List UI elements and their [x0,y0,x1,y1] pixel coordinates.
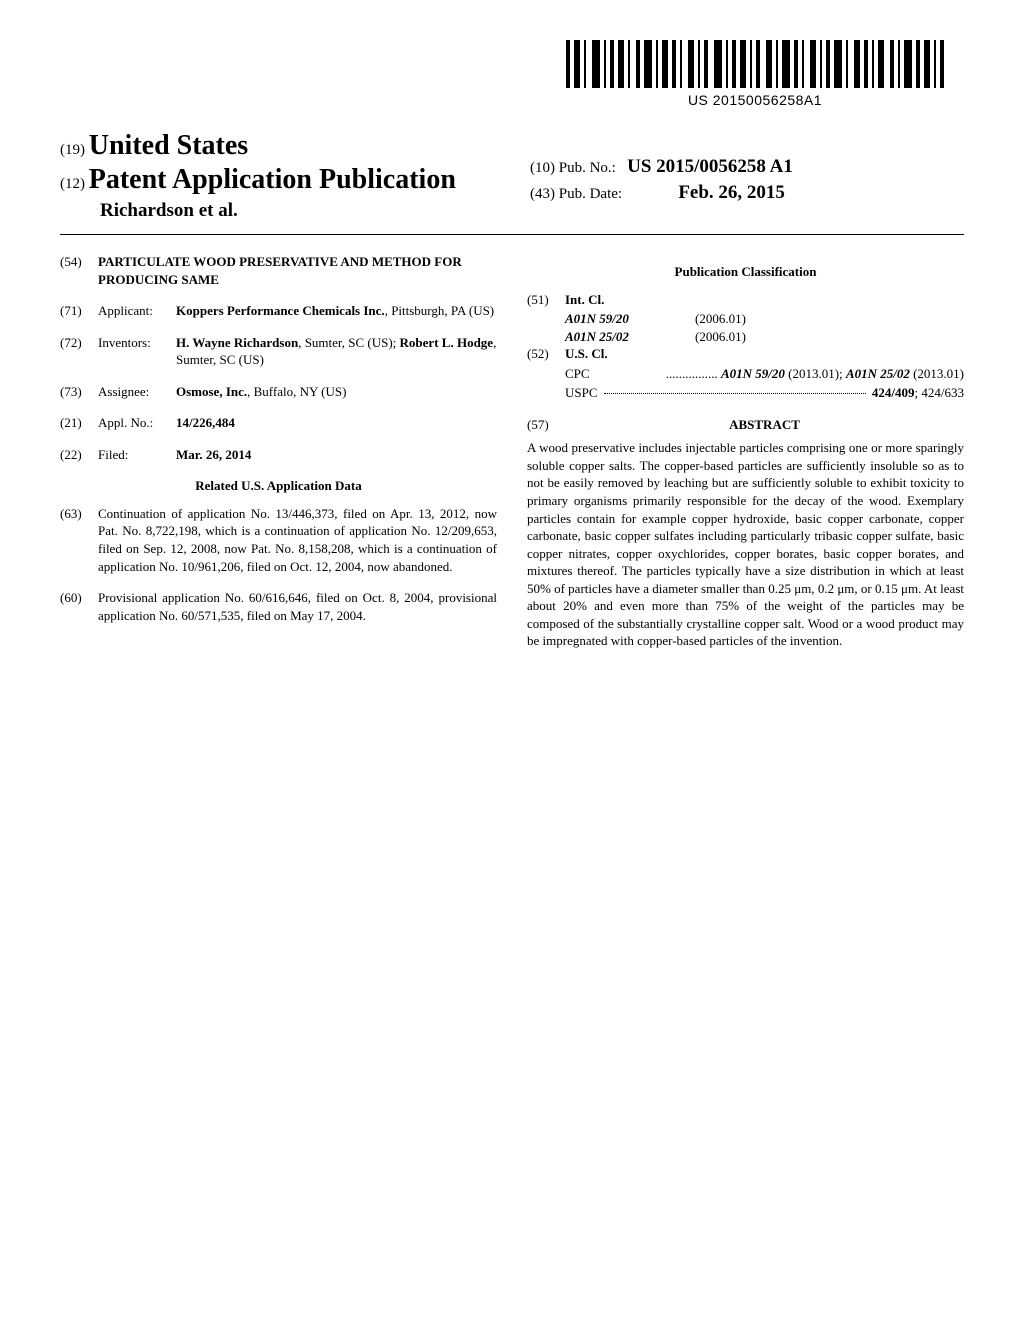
two-column-body: (54) PARTICULATE WOOD PRESERVATIVE AND M… [60,253,964,650]
abstract-text: A wood preservative includes injectable … [527,439,964,650]
prov-text: Provisional application No. 60/616,646, … [98,589,497,624]
int-cl-row: (51) Int. Cl. [527,291,964,309]
int-num: (51) [527,291,565,309]
applicant-loc: Pittsburgh, PA (US) [391,303,494,318]
pub-no-line: (10) Pub. No.: US 2015/0056258 A1 [530,156,793,178]
pub-date-line: (43) Pub. Date: Feb. 26, 2015 [530,182,793,204]
country-name: United States [89,130,248,161]
int1-year: (2006.01) [695,310,746,328]
cpc-label: CPC [565,365,590,383]
assignee-label: Assignee: [98,383,176,401]
prefix-43: (43) [530,186,555,202]
cpc-line: CPC ................ A01N 59/20 (2013.01… [565,365,964,383]
field-filed: (22) Filed: Mar. 26, 2014 [60,446,497,464]
cpc-year2: (2013.01) [913,366,964,381]
left-column: (54) PARTICULATE WOOD PRESERVATIVE AND M… [60,253,497,650]
prov-num: (60) [60,589,98,624]
assignee-val: Osmose, Inc., Buffalo, NY (US) [176,383,497,401]
assignee-name: Osmose, Inc. [176,384,247,399]
applicant-label: Applicant: [98,302,176,320]
field-applicant: (71) Applicant: Koppers Performance Chem… [60,302,497,320]
inventor2-name: Robert L. Hodge [400,335,494,350]
uspc-line: USPC 424/409; 424/633 [565,384,964,402]
author-line: Richardson et al. [60,200,964,222]
header: (19) United States (12) Patent Applicati… [60,130,964,222]
field-inventors: (72) Inventors: H. Wayne Richardson, Sum… [60,334,497,369]
int-cl-1: A01N 59/20 (2006.01) [565,310,964,328]
barcode [566,40,944,88]
uspc-dots [604,384,866,394]
inventor2-loc: Sumter, SC (US) [176,352,264,367]
assignee-loc: Buffalo, NY (US) [254,384,347,399]
divider [60,234,964,235]
prefix-10: (10) [530,160,555,176]
doc-type: Patent Application Publication [89,164,456,195]
pub-no: US 2015/0056258 A1 [627,156,793,177]
appl-label: Appl. No.: [98,414,176,432]
title-num: (54) [60,253,98,288]
abstract-num: (57) [527,416,565,440]
int-label: Int. Cl. [565,291,964,309]
inventor1-name: H. Wayne Richardson [176,335,298,350]
us-label: U.S. Cl. [565,345,964,363]
int-cl-2: A01N 25/02 (2006.01) [565,328,964,346]
field-title: (54) PARTICULATE WOOD PRESERVATIVE AND M… [60,253,497,288]
filed-num: (22) [60,446,98,464]
field-assignee: (73) Assignee: Osmose, Inc., Buffalo, NY… [60,383,497,401]
pub-no-label: Pub. No.: [559,160,616,176]
continuation-63: (63) Continuation of application No. 13/… [60,505,497,575]
applicant-name: Koppers Performance Chemicals Inc. [176,303,385,318]
classification-heading: Publication Classification [527,263,964,281]
provisional-60: (60) Provisional application No. 60/616,… [60,589,497,624]
uspc-val1: 424/409 [872,384,915,402]
appl-val: 14/226,484 [176,414,497,432]
applicant-val: Koppers Performance Chemicals Inc., Pitt… [176,302,497,320]
prefix-19: (19) [60,142,85,158]
us-cl-row: (52) U.S. Cl. [527,345,964,363]
cpc-val1: A01N 59/20 [721,366,785,381]
cont-text: Continuation of application No. 13/446,3… [98,505,497,575]
abstract-heading: ABSTRACT [565,416,964,434]
country-line: (19) United States [60,130,964,162]
filed-label: Filed: [98,446,176,464]
uspc-val2: ; 424/633 [915,384,964,402]
title-text: PARTICULATE WOOD PRESERVATIVE AND METHOD… [98,253,497,288]
pub-date-label: Pub. Date: [559,186,622,202]
cpc-year1: (2013.01); [788,366,843,381]
doc-type-line: (12) Patent Application Publication [60,164,964,196]
barcode-section: US 20150056258A1 [566,40,944,108]
inventor1-loc: Sumter, SC (US) [305,335,393,350]
prefix-12: (12) [60,176,85,192]
field-appl-no: (21) Appl. No.: 14/226,484 [60,414,497,432]
uspc-label: USPC [565,384,598,402]
barcode-text: US 20150056258A1 [566,92,944,108]
related-heading: Related U.S. Application Data [60,477,497,495]
cont-num: (63) [60,505,98,575]
authors: Richardson et al. [100,200,238,221]
assignee-num: (73) [60,383,98,401]
right-column: Publication Classification (51) Int. Cl.… [527,253,964,650]
int2-code: A01N 25/02 [565,328,695,346]
int1-code: A01N 59/20 [565,310,695,328]
abstract-section: (57) ABSTRACT A wood preservative includ… [527,416,964,650]
inventors-label: Inventors: [98,334,176,369]
appl-num: (21) [60,414,98,432]
inventors-val: H. Wayne Richardson, Sumter, SC (US); Ro… [176,334,497,369]
right-header: (10) Pub. No.: US 2015/0056258 A1 (43) P… [530,156,793,204]
pub-date: Feb. 26, 2015 [678,182,785,203]
filed-val: Mar. 26, 2014 [176,446,497,464]
inventors-num: (72) [60,334,98,369]
cpc-val2: A01N 25/02 [846,366,910,381]
applicant-num: (71) [60,302,98,320]
int2-year: (2006.01) [695,328,746,346]
us-num: (52) [527,345,565,363]
